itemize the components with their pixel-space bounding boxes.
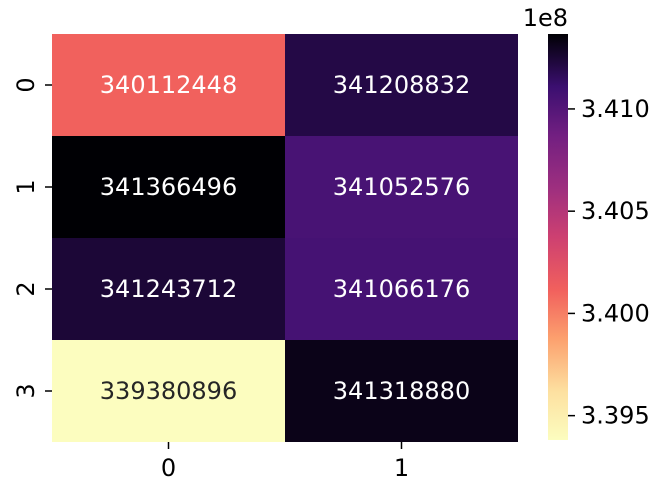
y-axis-ticks: 0 1 2 3 xyxy=(12,77,52,399)
heatmap-cell-r0-c0 xyxy=(52,34,285,136)
x-tick-label-0: 0 xyxy=(161,454,176,482)
heatmap-cell-label-r3-c1: 341318880 xyxy=(333,377,470,405)
heatmap-cell-r1-c1 xyxy=(285,136,518,238)
y-tick-label-0: 0 xyxy=(12,77,40,92)
heatmap-cell-label-r1-c0: 341366496 xyxy=(100,173,237,201)
heatmap-cell-label-r2-c0: 341243712 xyxy=(100,275,237,303)
colorbar-gradient xyxy=(548,34,568,440)
colorbar: 3.395 3.400 3.405 3.410 1e8 xyxy=(523,4,650,440)
heatmap-cell-r3-c1 xyxy=(285,340,518,442)
colorbar-offset-label: 1e8 xyxy=(523,4,568,32)
heatmap-cell-label-r2-c1: 341066176 xyxy=(333,275,470,303)
heatmap-cell-label-r3-c0: 339380896 xyxy=(100,377,237,405)
heatmap-cell-r1-c0 xyxy=(52,136,285,238)
y-tick-label-1: 1 xyxy=(12,179,40,194)
heatmap-cell-label-r0-c1: 341208832 xyxy=(333,71,470,99)
colorbar-tick-label-2: 3.405 xyxy=(581,197,650,225)
heatmap-cell-r2-c1 xyxy=(285,238,518,340)
x-tick-label-1: 1 xyxy=(394,454,409,482)
heatmap-cell-label-r0-c0: 340112448 xyxy=(100,71,237,99)
y-tick-label-3: 3 xyxy=(12,383,40,398)
heatmap-cell-labels: 340112448 341208832 341366496 341052576 3412… xyxy=(100,71,470,405)
colorbar-tick-label-3: 3.410 xyxy=(581,95,650,123)
heatmap-cell-r0-c1 xyxy=(285,34,518,136)
y-tick-label-2: 2 xyxy=(12,281,40,296)
colorbar-tick-label-0: 3.395 xyxy=(581,402,650,430)
heatmap-cell-label-r1-c1: 341052576 xyxy=(333,173,470,201)
colorbar-tick-label-1: 3.400 xyxy=(581,299,650,327)
heatmap-cell-r2-c0 xyxy=(52,238,285,340)
heatmap-cells xyxy=(52,34,518,442)
heatmap-cell-r3-c0 xyxy=(52,340,285,442)
